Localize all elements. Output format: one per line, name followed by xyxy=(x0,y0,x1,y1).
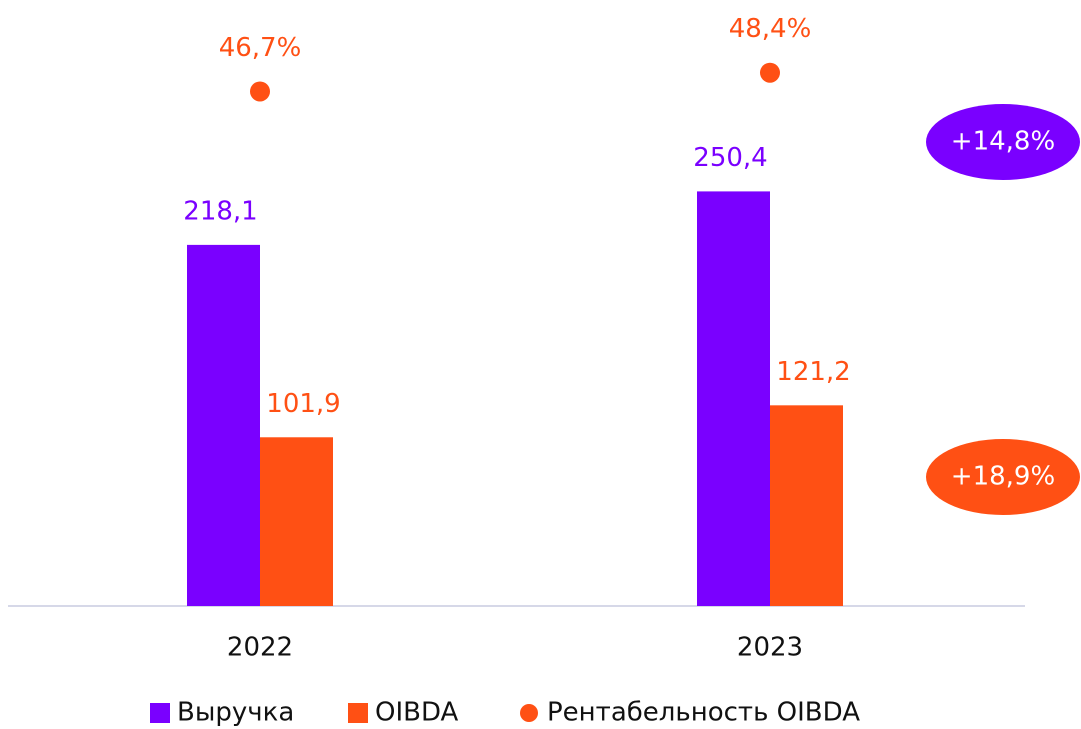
legend-label: Выручка xyxy=(177,698,294,728)
bar xyxy=(260,437,333,606)
legend-swatch xyxy=(348,703,368,723)
legend-label: OIBDA xyxy=(375,698,459,728)
growth-badge xyxy=(926,104,1080,180)
legend-swatch xyxy=(150,703,170,723)
value-label: 101,9 xyxy=(266,389,340,419)
value-label: 46,7% xyxy=(219,33,302,63)
growth-badge xyxy=(926,439,1080,515)
value-label: 121,2 xyxy=(776,357,850,387)
growth-label: +14,8% xyxy=(951,127,1055,157)
x-tick-label: 2022 xyxy=(227,633,293,663)
value-label: 250,4 xyxy=(693,143,767,173)
bar xyxy=(770,405,843,606)
growth-label: +18,9% xyxy=(951,462,1055,492)
value-label: 218,1 xyxy=(183,196,257,226)
bar xyxy=(187,244,260,606)
legend-label: Рентабельность OIBDA xyxy=(547,698,860,728)
legend-swatch xyxy=(520,704,538,722)
margin-dot xyxy=(250,81,270,102)
bar xyxy=(697,191,770,607)
margin-dot xyxy=(760,62,780,83)
x-tick-label: 2023 xyxy=(737,633,803,663)
value-label: 48,4% xyxy=(729,14,812,44)
